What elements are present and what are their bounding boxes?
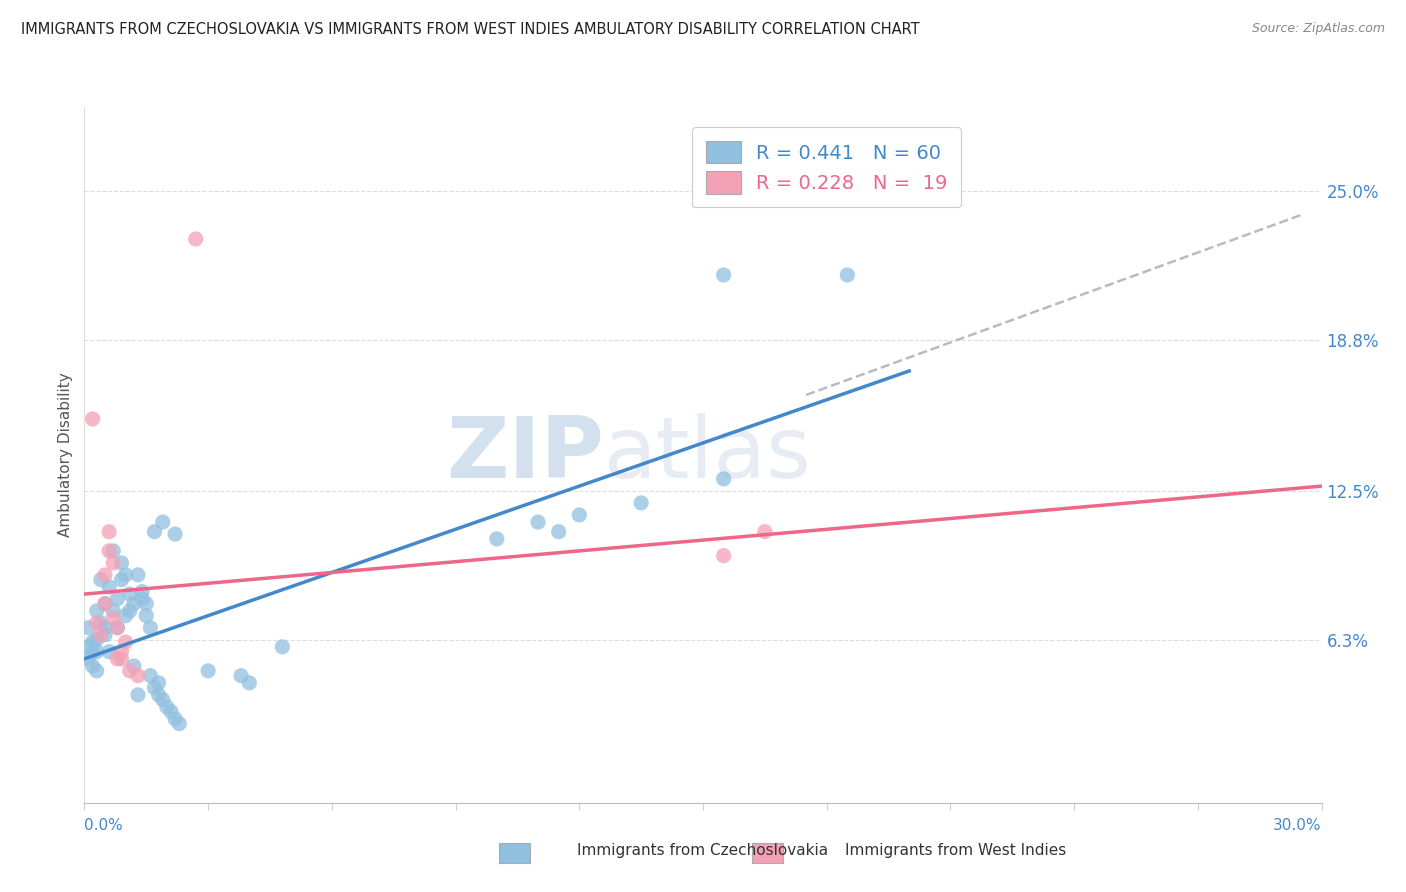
Point	[527, 515, 550, 529]
Point	[118, 604, 141, 618]
Point	[103, 544, 125, 558]
Text: Immigrants from Czechoslovakia: Immigrants from Czechoslovakia	[578, 843, 828, 857]
Point	[94, 621, 117, 635]
Point	[110, 573, 132, 587]
Point	[238, 676, 260, 690]
Text: 0.0%: 0.0%	[84, 818, 124, 832]
Point	[165, 712, 187, 726]
Text: ZIP: ZIP	[446, 413, 605, 497]
Point	[98, 524, 121, 539]
Text: 30.0%: 30.0%	[1274, 818, 1322, 832]
Point	[160, 705, 183, 719]
Point	[197, 664, 219, 678]
Point	[94, 628, 117, 642]
Point	[122, 659, 145, 673]
Point	[165, 527, 187, 541]
Point	[271, 640, 294, 654]
Point	[110, 556, 132, 570]
Point	[152, 515, 174, 529]
Point	[90, 628, 112, 642]
Point	[148, 676, 170, 690]
Point	[118, 664, 141, 678]
Point	[98, 544, 121, 558]
Y-axis label: Ambulatory Disability: Ambulatory Disability	[58, 373, 73, 537]
Text: Source: ZipAtlas.com: Source: ZipAtlas.com	[1251, 22, 1385, 36]
Point	[131, 584, 153, 599]
Point	[77, 640, 100, 654]
Point	[568, 508, 591, 522]
Text: IMMIGRANTS FROM CZECHOSLOVAKIA VS IMMIGRANTS FROM WEST INDIES AMBULATORY DISABIL: IMMIGRANTS FROM CZECHOSLOVAKIA VS IMMIGR…	[21, 22, 920, 37]
Point	[110, 645, 132, 659]
Point	[86, 664, 108, 678]
Point	[122, 597, 145, 611]
Point	[135, 597, 157, 611]
Point	[103, 611, 125, 625]
Point	[86, 645, 108, 659]
Point	[90, 615, 112, 630]
Point	[114, 635, 136, 649]
Point	[148, 688, 170, 702]
Point	[167, 716, 190, 731]
Point	[94, 597, 117, 611]
Point	[86, 615, 108, 630]
Point	[229, 668, 252, 682]
Point	[139, 621, 162, 635]
Point	[90, 573, 112, 587]
Point	[143, 524, 166, 539]
Point	[547, 524, 569, 539]
Point	[713, 472, 735, 486]
Point	[713, 268, 735, 282]
Point	[485, 532, 508, 546]
Text: atlas: atlas	[605, 413, 813, 497]
Legend: R = 0.441   N = 60, R = 0.228   N =  19: R = 0.441 N = 60, R = 0.228 N = 19	[692, 128, 962, 207]
Point	[94, 567, 117, 582]
Point	[82, 412, 104, 426]
Point	[754, 524, 776, 539]
Point	[114, 567, 136, 582]
Point	[143, 681, 166, 695]
Point	[94, 597, 117, 611]
Point	[103, 604, 125, 618]
Point	[98, 580, 121, 594]
Point	[127, 688, 149, 702]
Point	[105, 652, 128, 666]
Point	[127, 668, 149, 682]
Point	[82, 635, 104, 649]
Point	[184, 232, 207, 246]
Point	[86, 604, 108, 618]
Point	[837, 268, 859, 282]
Point	[82, 659, 104, 673]
Point	[131, 591, 153, 606]
Point	[77, 652, 100, 666]
Point	[77, 621, 100, 635]
Point	[105, 591, 128, 606]
Point	[105, 621, 128, 635]
Point	[156, 699, 179, 714]
Point	[152, 692, 174, 706]
Point	[114, 608, 136, 623]
Point	[713, 549, 735, 563]
Point	[110, 652, 132, 666]
Point	[105, 621, 128, 635]
Point	[86, 632, 108, 647]
Point	[82, 645, 104, 659]
Point	[630, 496, 652, 510]
Text: Immigrants from West Indies: Immigrants from West Indies	[845, 843, 1067, 857]
Point	[135, 608, 157, 623]
Point	[139, 668, 162, 682]
Point	[103, 556, 125, 570]
Point	[127, 567, 149, 582]
Point	[118, 587, 141, 601]
Point	[98, 645, 121, 659]
